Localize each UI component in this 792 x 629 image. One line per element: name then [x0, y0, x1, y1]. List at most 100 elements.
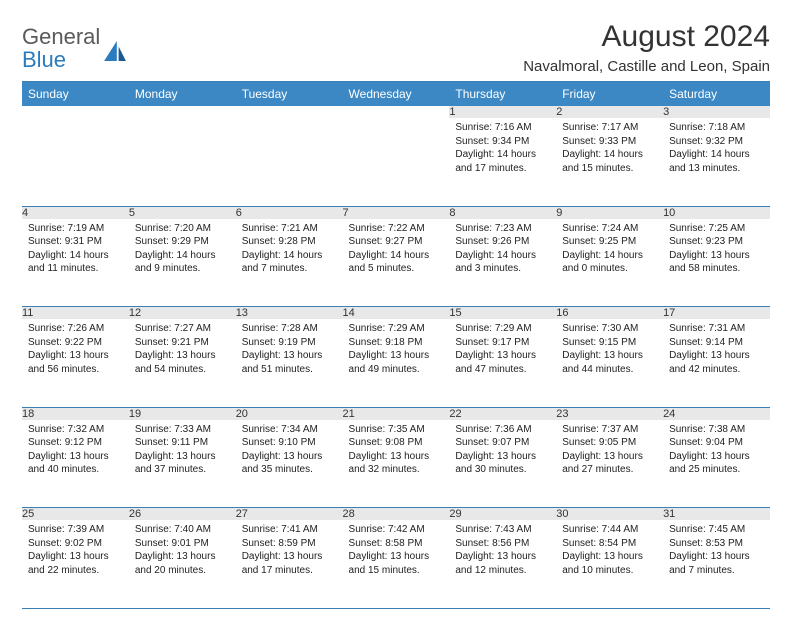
weekday-header: Sunday — [22, 82, 129, 107]
day-content: Sunrise: 7:16 AMSunset: 9:34 PMDaylight:… — [449, 118, 556, 181]
calendar-table: SundayMondayTuesdayWednesdayThursdayFrid… — [22, 81, 770, 609]
day-cell: Sunrise: 7:29 AMSunset: 9:17 PMDaylight:… — [449, 319, 556, 407]
day-content: Sunrise: 7:33 AMSunset: 9:11 PMDaylight:… — [129, 420, 236, 483]
empty-cell — [343, 118, 450, 206]
day-number: 23 — [556, 407, 663, 420]
title-block: August 2024 Navalmoral, Castille and Leo… — [523, 20, 770, 75]
day-cell: Sunrise: 7:26 AMSunset: 9:22 PMDaylight:… — [22, 319, 129, 407]
day-number: 5 — [129, 206, 236, 219]
day-content: Sunrise: 7:18 AMSunset: 9:32 PMDaylight:… — [663, 118, 770, 181]
day-content: Sunrise: 7:31 AMSunset: 9:14 PMDaylight:… — [663, 319, 770, 382]
day-content: Sunrise: 7:39 AMSunset: 9:02 PMDaylight:… — [22, 520, 129, 583]
weekday-header: Tuesday — [236, 82, 343, 107]
page-title: August 2024 — [523, 20, 770, 54]
day-number: 17 — [663, 307, 770, 320]
day-content: Sunrise: 7:29 AMSunset: 9:18 PMDaylight:… — [343, 319, 450, 382]
logo-line1: General — [22, 24, 100, 49]
day-cell: Sunrise: 7:36 AMSunset: 9:07 PMDaylight:… — [449, 420, 556, 508]
day-content: Sunrise: 7:27 AMSunset: 9:21 PMDaylight:… — [129, 319, 236, 382]
day-cell: Sunrise: 7:33 AMSunset: 9:11 PMDaylight:… — [129, 420, 236, 508]
day-content: Sunrise: 7:29 AMSunset: 9:17 PMDaylight:… — [449, 319, 556, 382]
logo-sail-icon — [104, 41, 126, 61]
day-content: Sunrise: 7:44 AMSunset: 8:54 PMDaylight:… — [556, 520, 663, 583]
day-number: 13 — [236, 307, 343, 320]
empty-cell — [236, 118, 343, 206]
day-number: 30 — [556, 508, 663, 521]
day-cell: Sunrise: 7:18 AMSunset: 9:32 PMDaylight:… — [663, 118, 770, 206]
empty-cell — [343, 106, 450, 118]
weekday-header: Saturday — [663, 82, 770, 107]
day-number: 12 — [129, 307, 236, 320]
day-cell: Sunrise: 7:22 AMSunset: 9:27 PMDaylight:… — [343, 219, 450, 307]
day-cell: Sunrise: 7:41 AMSunset: 8:59 PMDaylight:… — [236, 520, 343, 608]
day-content: Sunrise: 7:26 AMSunset: 9:22 PMDaylight:… — [22, 319, 129, 382]
day-content: Sunrise: 7:20 AMSunset: 9:29 PMDaylight:… — [129, 219, 236, 282]
day-cell: Sunrise: 7:23 AMSunset: 9:26 PMDaylight:… — [449, 219, 556, 307]
day-content: Sunrise: 7:40 AMSunset: 9:01 PMDaylight:… — [129, 520, 236, 583]
day-number: 3 — [663, 106, 770, 118]
day-content: Sunrise: 7:28 AMSunset: 9:19 PMDaylight:… — [236, 319, 343, 382]
weekday-header: Friday — [556, 82, 663, 107]
logo-text: General Blue — [22, 26, 100, 73]
day-number: 26 — [129, 508, 236, 521]
week-content-row: Sunrise: 7:39 AMSunset: 9:02 PMDaylight:… — [22, 520, 770, 608]
weekday-header: Wednesday — [343, 82, 450, 107]
day-number: 1 — [449, 106, 556, 118]
day-cell: Sunrise: 7:28 AMSunset: 9:19 PMDaylight:… — [236, 319, 343, 407]
day-content: Sunrise: 7:32 AMSunset: 9:12 PMDaylight:… — [22, 420, 129, 483]
day-number: 6 — [236, 206, 343, 219]
day-cell: Sunrise: 7:35 AMSunset: 9:08 PMDaylight:… — [343, 420, 450, 508]
week-content-row: Sunrise: 7:32 AMSunset: 9:12 PMDaylight:… — [22, 420, 770, 508]
weekday-header: Thursday — [449, 82, 556, 107]
week-content-row: Sunrise: 7:19 AMSunset: 9:31 PMDaylight:… — [22, 219, 770, 307]
day-number: 22 — [449, 407, 556, 420]
day-cell: Sunrise: 7:39 AMSunset: 9:02 PMDaylight:… — [22, 520, 129, 608]
day-number: 2 — [556, 106, 663, 118]
day-content: Sunrise: 7:30 AMSunset: 9:15 PMDaylight:… — [556, 319, 663, 382]
day-number: 27 — [236, 508, 343, 521]
day-content: Sunrise: 7:22 AMSunset: 9:27 PMDaylight:… — [343, 219, 450, 282]
week-daynum-row: 123 — [22, 106, 770, 118]
empty-cell — [129, 106, 236, 118]
weekday-header-row: SundayMondayTuesdayWednesdayThursdayFrid… — [22, 82, 770, 107]
week-daynum-row: 45678910 — [22, 206, 770, 219]
day-content: Sunrise: 7:25 AMSunset: 9:23 PMDaylight:… — [663, 219, 770, 282]
day-cell: Sunrise: 7:20 AMSunset: 9:29 PMDaylight:… — [129, 219, 236, 307]
day-cell: Sunrise: 7:21 AMSunset: 9:28 PMDaylight:… — [236, 219, 343, 307]
day-content: Sunrise: 7:23 AMSunset: 9:26 PMDaylight:… — [449, 219, 556, 282]
empty-cell — [236, 106, 343, 118]
day-number: 25 — [22, 508, 129, 521]
day-number: 31 — [663, 508, 770, 521]
day-cell: Sunrise: 7:32 AMSunset: 9:12 PMDaylight:… — [22, 420, 129, 508]
day-number: 11 — [22, 307, 129, 320]
week-daynum-row: 18192021222324 — [22, 407, 770, 420]
day-content: Sunrise: 7:34 AMSunset: 9:10 PMDaylight:… — [236, 420, 343, 483]
day-cell: Sunrise: 7:44 AMSunset: 8:54 PMDaylight:… — [556, 520, 663, 608]
week-content-row: Sunrise: 7:16 AMSunset: 9:34 PMDaylight:… — [22, 118, 770, 206]
calendar-page: General Blue August 2024 Navalmoral, Cas… — [0, 0, 792, 629]
day-cell: Sunrise: 7:19 AMSunset: 9:31 PMDaylight:… — [22, 219, 129, 307]
day-cell: Sunrise: 7:31 AMSunset: 9:14 PMDaylight:… — [663, 319, 770, 407]
day-cell: Sunrise: 7:42 AMSunset: 8:58 PMDaylight:… — [343, 520, 450, 608]
day-content: Sunrise: 7:41 AMSunset: 8:59 PMDaylight:… — [236, 520, 343, 583]
day-number: 28 — [343, 508, 450, 521]
day-cell: Sunrise: 7:16 AMSunset: 9:34 PMDaylight:… — [449, 118, 556, 206]
empty-cell — [22, 118, 129, 206]
weekday-header: Monday — [129, 82, 236, 107]
day-number: 4 — [22, 206, 129, 219]
day-number: 14 — [343, 307, 450, 320]
day-number: 10 — [663, 206, 770, 219]
day-cell: Sunrise: 7:17 AMSunset: 9:33 PMDaylight:… — [556, 118, 663, 206]
logo: General Blue — [22, 20, 126, 73]
day-number: 20 — [236, 407, 343, 420]
day-content: Sunrise: 7:17 AMSunset: 9:33 PMDaylight:… — [556, 118, 663, 181]
location: Navalmoral, Castille and Leon, Spain — [523, 58, 770, 75]
week-content-row: Sunrise: 7:26 AMSunset: 9:22 PMDaylight:… — [22, 319, 770, 407]
day-number: 7 — [343, 206, 450, 219]
day-number: 24 — [663, 407, 770, 420]
day-content: Sunrise: 7:24 AMSunset: 9:25 PMDaylight:… — [556, 219, 663, 282]
day-cell: Sunrise: 7:30 AMSunset: 9:15 PMDaylight:… — [556, 319, 663, 407]
day-number: 9 — [556, 206, 663, 219]
day-cell: Sunrise: 7:43 AMSunset: 8:56 PMDaylight:… — [449, 520, 556, 608]
day-content: Sunrise: 7:21 AMSunset: 9:28 PMDaylight:… — [236, 219, 343, 282]
